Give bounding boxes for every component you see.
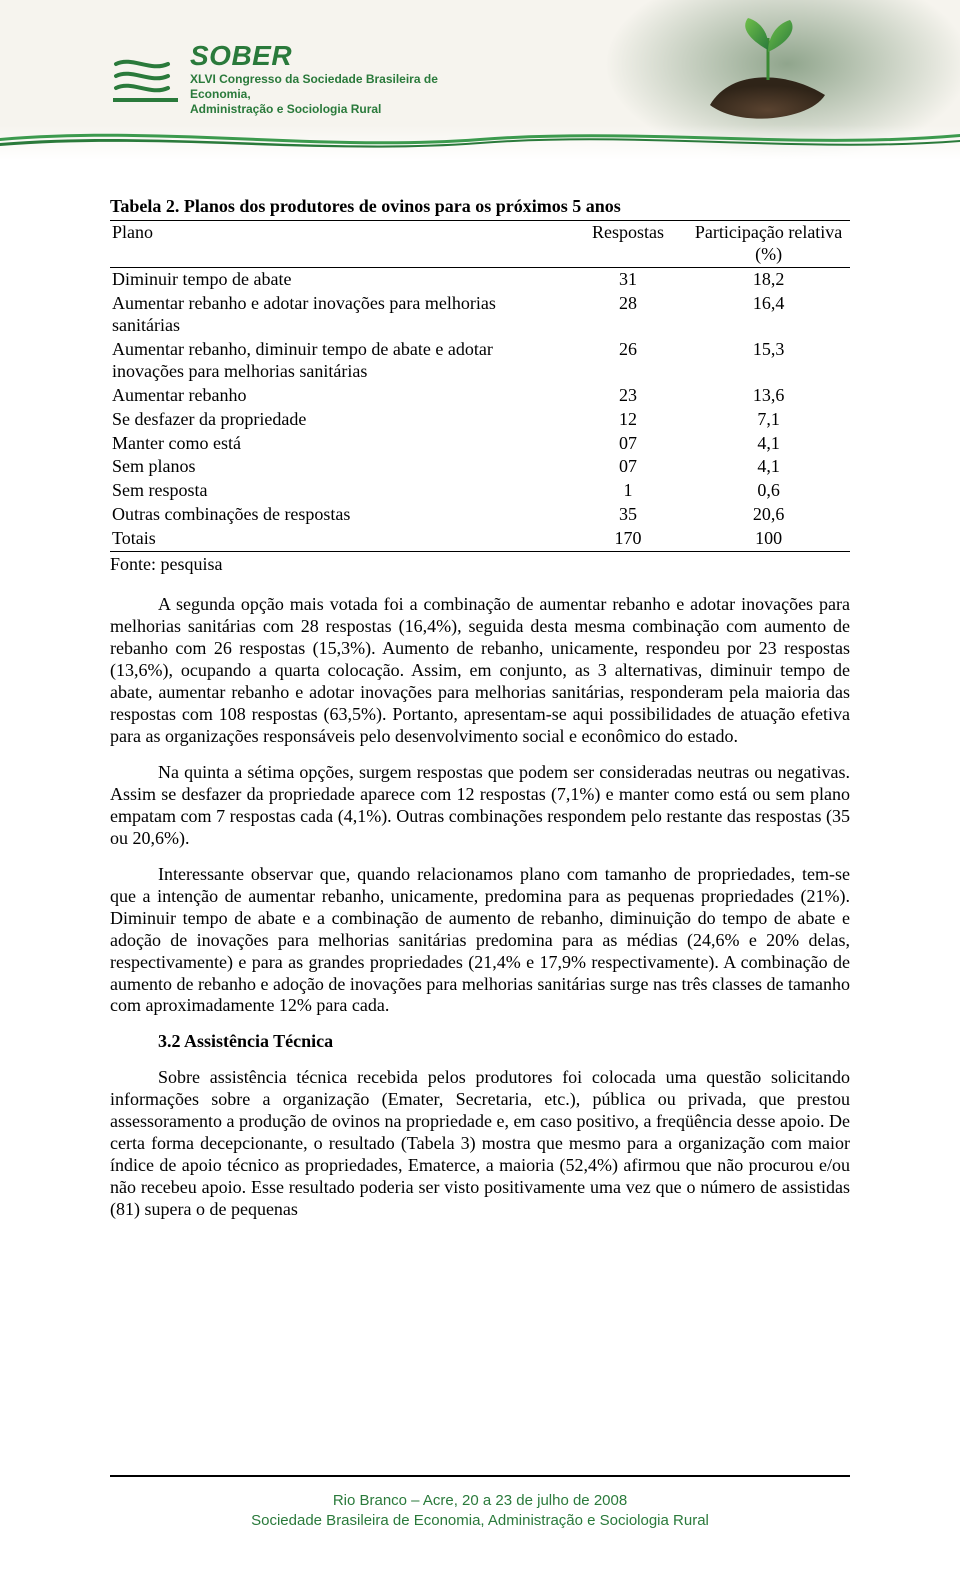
page-footer: Rio Branco – Acre, 20 a 23 de julho de 2… xyxy=(0,1475,960,1595)
table-row: Manter como está 07 4,1 xyxy=(110,432,850,456)
cell-plano: Diminuir tempo de abate xyxy=(110,267,569,291)
table-caption: Tabela 2. Planos dos produtores de ovino… xyxy=(110,196,850,218)
logo-subtitle-1: XLVI Congresso da Sociedade Brasileira d… xyxy=(190,72,500,102)
paragraph-2: Na quinta a sétima opções, surgem respos… xyxy=(110,762,850,850)
cell-resp: 23 xyxy=(569,384,687,408)
cell-pct: 15,3 xyxy=(687,338,850,384)
cell-resp: 170 xyxy=(569,527,687,551)
seedling-icon xyxy=(690,10,840,130)
cell-pct: 16,4 xyxy=(687,292,850,338)
table-row: Se desfazer da propriedade 12 7,1 xyxy=(110,408,850,432)
section-title-3-2: 3.2 Assistência Técnica xyxy=(110,1031,850,1053)
sober-mark-icon xyxy=(110,54,184,104)
cell-plano: Aumentar rebanho, diminuir tempo de abat… xyxy=(110,338,569,384)
table-row: Outras combinações de respostas 35 20,6 xyxy=(110,503,850,527)
page-content: Tabela 2. Planos dos produtores de ovino… xyxy=(0,160,960,1221)
cell-plano: Sem resposta xyxy=(110,479,569,503)
paragraph-1: A segunda opção mais votada foi a combin… xyxy=(110,594,850,748)
cell-resp: 31 xyxy=(569,267,687,291)
cell-plano: Aumentar rebanho xyxy=(110,384,569,408)
cell-plano: Totais xyxy=(110,527,569,551)
logo-text-block: SOBER XLVI Congresso da Sociedade Brasil… xyxy=(190,40,500,117)
th-participacao: Participação relativa (%) xyxy=(687,220,850,267)
logo-subtitle-2: Administração e Sociologia Rural xyxy=(190,102,500,117)
th-respostas: Respostas xyxy=(569,220,687,267)
footer-line2: Sociedade Brasileira de Economia, Admini… xyxy=(0,1511,960,1531)
data-table: Plano Respostas Participação relativa (%… xyxy=(110,220,850,552)
table-row: Diminuir tempo de abate 31 18,2 xyxy=(110,267,850,291)
cell-plano: Outras combinações de respostas xyxy=(110,503,569,527)
cell-resp: 07 xyxy=(569,455,687,479)
footer-rule xyxy=(110,1475,850,1477)
table-row: Sem resposta 1 0,6 xyxy=(110,479,850,503)
cell-resp: 28 xyxy=(569,292,687,338)
cell-plano: Manter como está xyxy=(110,432,569,456)
cell-plano: Se desfazer da propriedade xyxy=(110,408,569,432)
th-plano: Plano xyxy=(110,220,569,267)
table-row: Aumentar rebanho e adotar inovações para… xyxy=(110,292,850,338)
cell-resp: 35 xyxy=(569,503,687,527)
footer-text-block: Rio Branco – Acre, 20 a 23 de julho de 2… xyxy=(0,1491,960,1532)
table-row: Aumentar rebanho 23 13,6 xyxy=(110,384,850,408)
cell-pct: 20,6 xyxy=(687,503,850,527)
logo-title: SOBER xyxy=(190,40,500,72)
cell-pct: 4,1 xyxy=(687,432,850,456)
table-row: Sem planos 07 4,1 xyxy=(110,455,850,479)
cell-pct: 13,6 xyxy=(687,384,850,408)
paragraph-3: Interessante observar que, quando relaci… xyxy=(110,864,850,1018)
cell-resp: 26 xyxy=(569,338,687,384)
cell-plano: Aumentar rebanho e adotar inovações para… xyxy=(110,292,569,338)
page-header: SOBER XLVI Congresso da Sociedade Brasil… xyxy=(0,0,960,160)
cell-resp: 07 xyxy=(569,432,687,456)
cell-pct: 100 xyxy=(687,527,850,551)
table-row: Aumentar rebanho, diminuir tempo de abat… xyxy=(110,338,850,384)
table-fonte: Fonte: pesquisa xyxy=(110,554,850,576)
footer-line1: Rio Branco – Acre, 20 a 23 de julho de 2… xyxy=(0,1491,960,1511)
cell-pct: 0,6 xyxy=(687,479,850,503)
cell-resp: 12 xyxy=(569,408,687,432)
cell-pct: 18,2 xyxy=(687,267,850,291)
cell-pct: 4,1 xyxy=(687,455,850,479)
cell-resp: 1 xyxy=(569,479,687,503)
table-header-row: Plano Respostas Participação relativa (%… xyxy=(110,220,850,267)
table-row-totais: Totais 170 100 xyxy=(110,527,850,551)
cell-pct: 7,1 xyxy=(687,408,850,432)
cell-plano: Sem planos xyxy=(110,455,569,479)
sober-logo: SOBER XLVI Congresso da Sociedade Brasil… xyxy=(110,40,500,117)
paragraph-4: Sobre assistência técnica recebida pelos… xyxy=(110,1067,850,1221)
